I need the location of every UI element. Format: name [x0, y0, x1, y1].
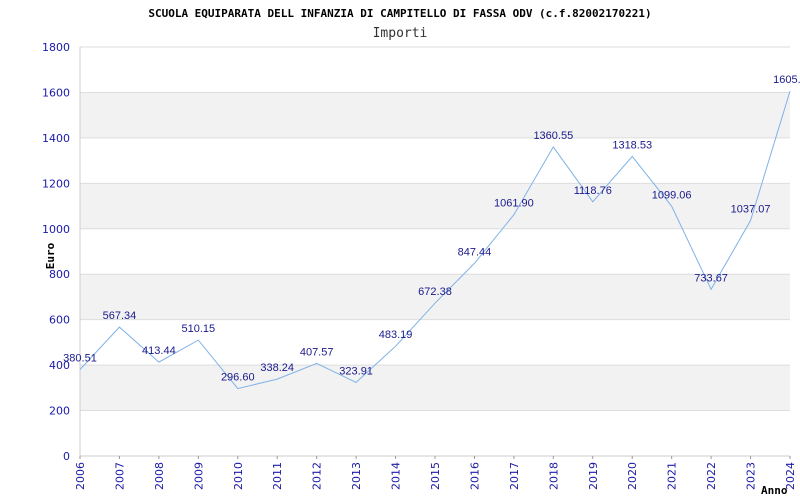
x-tick-label: 2016 [468, 462, 481, 490]
chart-title: SCUOLA EQUIPARATA DELL INFANZIA DI CAMPI… [148, 7, 651, 20]
data-label: 1605.7 [773, 74, 800, 86]
data-label: 1061.90 [494, 198, 534, 210]
data-label: 407.57 [300, 346, 334, 358]
x-tick-label: 2018 [547, 462, 560, 490]
x-tick-label: 2014 [390, 462, 403, 490]
x-tick-label: 2006 [74, 462, 87, 490]
x-tick-label: 2008 [153, 462, 166, 490]
y-tick-label: 1200 [42, 177, 70, 190]
data-label: 413.44 [142, 345, 176, 357]
data-labels: 380.51 567.34 413.44 510.15 296.60 338.24 407.… [63, 74, 800, 383]
x-tick-label: 2022 [705, 462, 718, 490]
grid-band [80, 92, 790, 138]
y-tick-labels: 0 200 400 600 800 1000 1200 1400 1600 1800 [42, 41, 70, 463]
x-tick-label: 2024 [784, 462, 797, 490]
x-tick-label: 2013 [350, 462, 363, 490]
x-tick-label: 2007 [113, 462, 126, 490]
x-tick-label: 2012 [311, 462, 324, 490]
data-label: 483.19 [379, 329, 413, 341]
data-label: 1099.06 [652, 189, 692, 201]
x-axis-label: Anno [761, 484, 788, 497]
grid-bands [80, 92, 790, 411]
x-tick-label: 2023 [745, 462, 758, 490]
series-line [79, 90, 791, 390]
grid-band [80, 365, 790, 411]
y-tick-label: 1600 [42, 86, 70, 99]
data-label: 380.51 [63, 353, 97, 365]
y-tick-label: 1800 [42, 41, 70, 54]
x-tick-label: 2017 [508, 462, 521, 490]
x-tick-label: 2019 [587, 462, 600, 490]
x-tick-label: 2010 [232, 462, 245, 490]
data-label: 1318.53 [612, 139, 652, 151]
data-label: 672.38 [418, 286, 452, 298]
data-label: 847.44 [458, 246, 492, 258]
grid-lines [80, 46, 790, 457]
chart-subtitle: Importi [373, 26, 428, 41]
x-tick-label: 2011 [271, 462, 284, 490]
x-tick-label: 2021 [666, 462, 679, 490]
x-tick-label: 2020 [626, 462, 639, 490]
data-label: 1118.76 [574, 185, 612, 197]
y-tick-label: 600 [49, 314, 70, 327]
data-label: 733.67 [694, 272, 728, 284]
y-tick-label: 800 [49, 268, 70, 281]
data-label: 567.34 [103, 310, 137, 322]
grid-band [80, 274, 790, 320]
x-tick-label: 2015 [429, 462, 442, 490]
y-tick-label: 0 [63, 450, 70, 463]
y-tick-label: 1000 [42, 223, 70, 236]
axes [79, 47, 791, 459]
data-label: 1037.07 [731, 203, 771, 215]
y-tick-label: 1400 [42, 132, 70, 145]
x-tick-label: 2009 [192, 462, 205, 490]
data-label: 510.15 [182, 323, 216, 335]
data-label: 296.60 [221, 372, 255, 384]
data-label: 323.91 [339, 365, 373, 377]
y-tick-label: 200 [49, 405, 70, 418]
y-axis-label: Euro [44, 242, 57, 269]
x-tick-labels: 2006 2007 2008 2009 2010 2011 2012 2013 2014 2015… [74, 462, 797, 490]
y-tick-label: 400 [49, 359, 70, 372]
data-label: 338.24 [260, 362, 294, 374]
data-label: 1360.55 [533, 130, 573, 142]
